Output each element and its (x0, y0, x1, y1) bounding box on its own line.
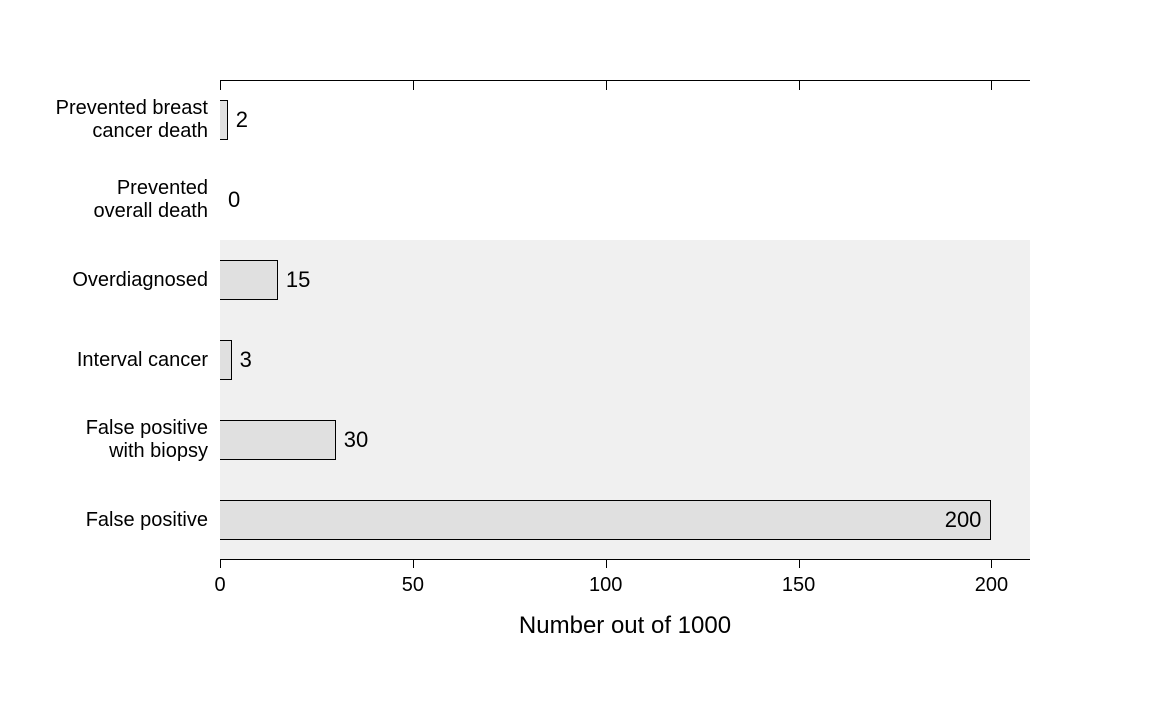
bar-value-label: 2 (236, 107, 248, 133)
x-tick-top (413, 80, 414, 90)
x-tick-top (799, 80, 800, 90)
x-tick-bottom (606, 560, 607, 568)
bar-value-label: 3 (240, 347, 252, 373)
x-tick-bottom (413, 560, 414, 568)
x-tick-bottom (220, 560, 221, 568)
y-axis-label: False positive with biopsy (8, 417, 208, 463)
x-tick-bottom (799, 560, 800, 568)
bar-value-label: 200 (945, 507, 982, 533)
bar-value-label: 15 (286, 267, 310, 293)
y-axis-label: Interval cancer (8, 349, 208, 372)
x-tick-top (606, 80, 607, 90)
axis-top (220, 80, 1030, 81)
x-tick-label: 100 (589, 574, 622, 597)
x-tick-label: 200 (975, 574, 1008, 597)
y-axis-label: Overdiagnosed (8, 269, 208, 292)
bar (220, 500, 991, 540)
x-tick-label: 0 (214, 574, 225, 597)
bar (220, 260, 278, 300)
y-axis-label: Prevented breast cancer death (8, 97, 208, 143)
bar-value-label: 0 (228, 187, 240, 213)
y-axis-label: Prevented overall death (8, 177, 208, 223)
x-tick-bottom (991, 560, 992, 568)
x-tick-label: 150 (782, 574, 815, 597)
bar (220, 420, 336, 460)
chart-container: 2 0 15 3 30 200 Prevented breast cancer death… (0, 0, 1152, 720)
x-tick-label: 50 (402, 574, 424, 597)
x-tick-top (991, 80, 992, 90)
bar (220, 100, 228, 140)
bar-value-label: 30 (344, 427, 368, 453)
x-tick-top (220, 80, 221, 90)
y-axis-label: False positive (8, 509, 208, 532)
plot-area: 2 0 15 3 30 200 (220, 80, 1030, 560)
bar (220, 340, 232, 380)
x-axis-title: Number out of 1000 (519, 612, 731, 640)
axis-bottom (220, 559, 1030, 560)
